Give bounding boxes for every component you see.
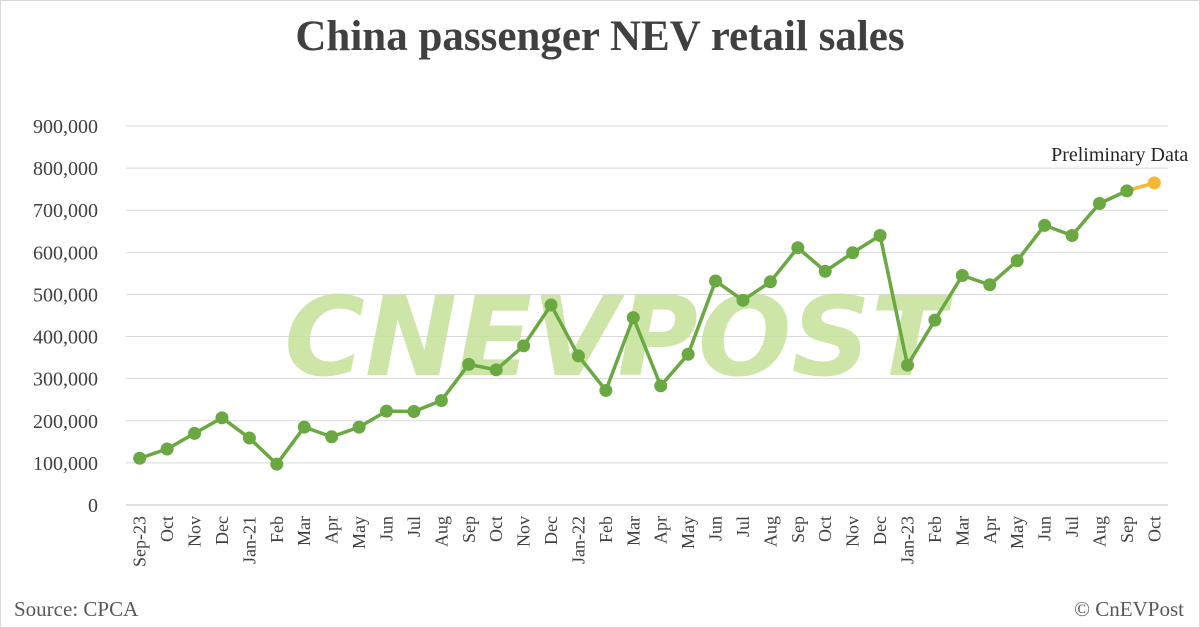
x-tick-label: May bbox=[349, 516, 369, 549]
y-tick-label: 200,000 bbox=[33, 411, 98, 433]
data-point bbox=[983, 278, 997, 292]
data-point bbox=[571, 349, 585, 363]
x-tick-label: Aug bbox=[431, 516, 451, 547]
data-point bbox=[160, 442, 174, 456]
x-tick-label: Nov bbox=[185, 516, 205, 547]
x-tick-label: Sep bbox=[788, 516, 808, 543]
source-note: Source: CPCA bbox=[14, 597, 139, 621]
data-point bbox=[599, 383, 613, 397]
data-point bbox=[544, 298, 558, 312]
data-point bbox=[1065, 228, 1079, 242]
x-tick-label: Apr bbox=[651, 516, 671, 544]
x-tick-label: Oct bbox=[1144, 516, 1164, 542]
x-tick-label: Oct bbox=[157, 516, 177, 542]
data-point bbox=[1010, 254, 1024, 268]
x-tick-label: Mar bbox=[623, 516, 643, 546]
data-point bbox=[681, 347, 695, 361]
data-point bbox=[709, 274, 723, 288]
x-tick-label: Sep bbox=[1117, 516, 1137, 543]
chart-title: China passenger NEV retail sales bbox=[295, 13, 905, 60]
y-tick-label: 800,000 bbox=[33, 158, 98, 180]
data-point bbox=[325, 430, 339, 444]
data-point bbox=[1038, 218, 1052, 232]
data-point bbox=[626, 311, 640, 325]
x-tick-label: Dec bbox=[212, 516, 232, 545]
data-point bbox=[242, 431, 256, 445]
data-point bbox=[955, 268, 969, 282]
watermark-logo: CNEVPOST bbox=[284, 273, 953, 401]
preliminary-data-point bbox=[1147, 176, 1161, 190]
x-tick-label: Aug bbox=[760, 516, 780, 547]
y-tick-label: 100,000 bbox=[33, 453, 98, 475]
y-tick-label: 700,000 bbox=[33, 200, 98, 222]
x-tick-label: Jan-21 bbox=[239, 516, 259, 564]
data-point bbox=[297, 420, 311, 434]
data-point bbox=[407, 405, 421, 419]
x-tick-label: Jan-23 bbox=[898, 516, 918, 564]
data-point bbox=[736, 293, 750, 307]
x-tick-label: Jul bbox=[404, 516, 424, 537]
y-tick-label: 300,000 bbox=[33, 369, 98, 391]
data-point bbox=[763, 275, 777, 289]
x-tick-label: Mar bbox=[294, 516, 314, 546]
x-tick-label: Feb bbox=[925, 516, 945, 543]
x-tick-label: Oct bbox=[486, 516, 506, 542]
data-point bbox=[654, 379, 668, 393]
x-tick-label: Sep bbox=[459, 516, 479, 543]
x-tick-label: Jul bbox=[733, 516, 753, 537]
data-point bbox=[462, 357, 476, 371]
x-tick-label: Feb bbox=[267, 516, 287, 543]
x-tick-label: Jul bbox=[1062, 516, 1082, 537]
x-tick-label: Oct bbox=[815, 516, 835, 542]
x-tick-label: Dec bbox=[541, 516, 561, 545]
y-tick-label: 400,000 bbox=[33, 327, 98, 349]
data-point bbox=[434, 394, 448, 408]
data-point bbox=[517, 339, 531, 353]
copyright-note: © CnEVPost bbox=[1074, 597, 1184, 621]
y-tick-label: 0 bbox=[88, 495, 98, 517]
x-tick-label: Feb bbox=[596, 516, 616, 543]
x-tick-label: Mar bbox=[952, 516, 972, 546]
y-tick-label: 900,000 bbox=[33, 116, 98, 138]
y-tick-label: 600,000 bbox=[33, 242, 98, 264]
data-point bbox=[215, 411, 229, 425]
x-tick-label: Apr bbox=[980, 516, 1000, 544]
data-point bbox=[489, 363, 503, 377]
x-tick-label: May bbox=[1007, 516, 1027, 549]
data-point bbox=[1092, 196, 1106, 210]
data-point bbox=[380, 404, 393, 418]
data-point bbox=[352, 420, 366, 434]
data-point bbox=[901, 358, 914, 372]
x-tick-label: Jun bbox=[1035, 516, 1055, 541]
y-tick-label: 500,000 bbox=[33, 284, 98, 306]
x-tick-label: Nov bbox=[514, 516, 534, 547]
data-point bbox=[873, 228, 887, 242]
x-tick-label: May bbox=[678, 516, 698, 549]
data-point bbox=[1120, 184, 1134, 198]
x-tick-label: Jan-22 bbox=[568, 516, 588, 564]
data-point bbox=[846, 246, 860, 260]
data-point bbox=[818, 264, 832, 278]
x-tick-label: Aug bbox=[1089, 516, 1109, 547]
data-point bbox=[791, 241, 805, 255]
data-point bbox=[270, 457, 284, 471]
x-tick-label: Jun bbox=[706, 516, 726, 541]
x-tick-label: Jun bbox=[377, 516, 397, 541]
data-point bbox=[133, 451, 147, 465]
x-tick-label: Sep-23 bbox=[130, 516, 150, 567]
data-point bbox=[928, 313, 942, 327]
preliminary-data-annotation: Preliminary Data bbox=[1051, 144, 1188, 166]
x-tick-label: Dec bbox=[870, 516, 890, 545]
x-tick-label: Apr bbox=[322, 516, 342, 544]
x-tick-label: Nov bbox=[843, 516, 863, 547]
data-point bbox=[188, 426, 202, 440]
